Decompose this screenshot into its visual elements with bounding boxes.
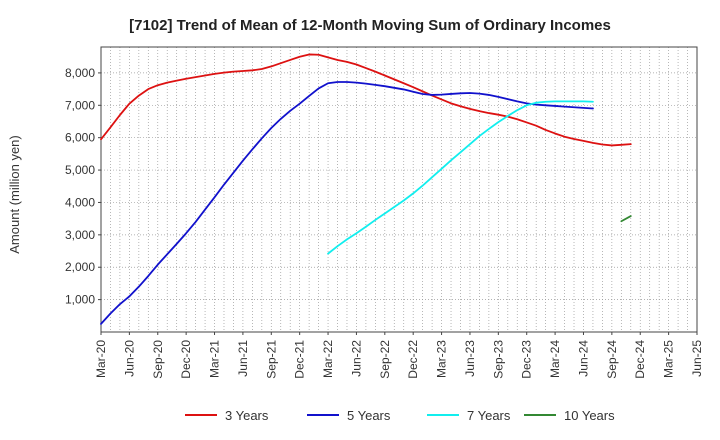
x-tick-label: Sep-20 bbox=[151, 340, 165, 379]
x-tick-label: Dec-21 bbox=[293, 340, 307, 379]
x-tick-label: Mar-22 bbox=[321, 340, 335, 378]
legend: 3 Years 5 Years 7 Years 10 Years bbox=[185, 408, 615, 423]
y-tick-label: 2,000 bbox=[65, 260, 95, 274]
y-tick-label: 8,000 bbox=[65, 66, 95, 80]
legend-label: 3 Years bbox=[225, 408, 269, 423]
x-axis-ticks: Mar-20 Jun-20 Sep-20 Dec-20 Mar-21 Jun-21 Sep-… bbox=[94, 332, 704, 379]
x-tick-label: Jun-21 bbox=[236, 340, 250, 377]
y-tick-label: 4,000 bbox=[65, 195, 95, 209]
y-tick-label: 7,000 bbox=[65, 98, 95, 112]
x-tick-label: Mar-23 bbox=[435, 340, 449, 378]
x-tick-label: Dec-20 bbox=[179, 340, 193, 379]
chart-title: [7102] Trend of Mean of 12-Month Moving … bbox=[129, 17, 611, 34]
legend-label: 5 Years bbox=[347, 408, 391, 423]
x-tick-label: Mar-24 bbox=[548, 340, 562, 378]
x-tick-label: Jun-25 bbox=[690, 340, 704, 377]
x-tick-label: Jun-20 bbox=[122, 340, 136, 377]
x-tick-label: Mar-20 bbox=[94, 340, 108, 378]
x-tick-label: Dec-24 bbox=[633, 340, 647, 379]
grid bbox=[101, 47, 697, 332]
plot-area bbox=[100, 46, 698, 333]
y-tick-label: 6,000 bbox=[65, 131, 95, 145]
x-tick-label: Mar-21 bbox=[208, 340, 222, 378]
legend-label: 7 Years bbox=[467, 408, 511, 423]
y-axis-ticks: 1,000 2,000 3,000 4,000 5,000 6,000 7,000 8,000 bbox=[65, 66, 101, 307]
x-tick-label: Jun-22 bbox=[349, 340, 363, 377]
x-tick-label: Jun-23 bbox=[463, 340, 477, 377]
series-line-3-years bbox=[100, 53, 632, 147]
series-line-10-years bbox=[620, 215, 632, 223]
x-tick-label: Sep-23 bbox=[491, 340, 505, 379]
y-tick-label: 5,000 bbox=[65, 163, 95, 177]
y-axis-label: Amount (million yen) bbox=[7, 135, 22, 254]
x-tick-label: Mar-25 bbox=[662, 340, 676, 378]
series-lines bbox=[100, 53, 632, 325]
y-tick-label: 3,000 bbox=[65, 228, 95, 242]
y-tick-label: 1,000 bbox=[65, 293, 95, 307]
series-line-5-years bbox=[100, 81, 594, 325]
x-tick-label: Sep-24 bbox=[605, 340, 619, 379]
x-tick-label: Sep-22 bbox=[378, 340, 392, 379]
legend-label: 10 Years bbox=[564, 408, 615, 423]
x-tick-label: Jun-24 bbox=[576, 340, 590, 377]
x-tick-label: Sep-21 bbox=[264, 340, 278, 379]
series-line-7-years bbox=[327, 100, 594, 255]
x-tick-label: Dec-23 bbox=[520, 340, 534, 379]
x-tick-label: Dec-22 bbox=[406, 340, 420, 379]
